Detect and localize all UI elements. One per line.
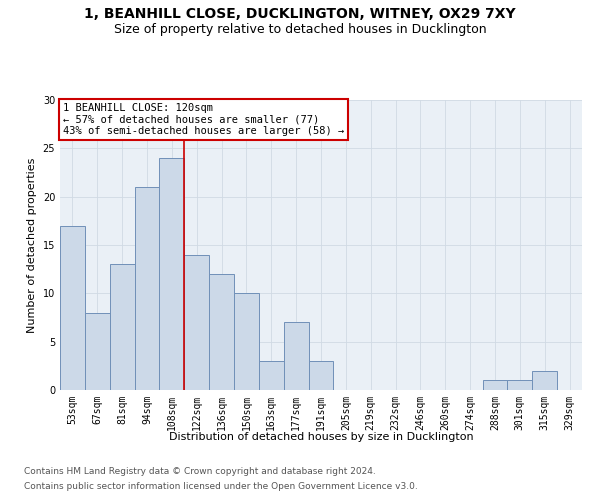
- Bar: [532, 370, 557, 390]
- Bar: [234, 294, 259, 390]
- Bar: [209, 274, 234, 390]
- Text: Contains HM Land Registry data © Crown copyright and database right 2024.: Contains HM Land Registry data © Crown c…: [24, 467, 376, 476]
- Bar: [85, 312, 110, 390]
- Bar: [508, 380, 532, 390]
- Bar: [110, 264, 134, 390]
- Bar: [60, 226, 85, 390]
- Bar: [482, 380, 508, 390]
- Text: Distribution of detached houses by size in Ducklington: Distribution of detached houses by size …: [169, 432, 473, 442]
- Y-axis label: Number of detached properties: Number of detached properties: [27, 158, 37, 332]
- Text: Contains public sector information licensed under the Open Government Licence v3: Contains public sector information licen…: [24, 482, 418, 491]
- Bar: [259, 361, 284, 390]
- Bar: [160, 158, 184, 390]
- Bar: [284, 322, 308, 390]
- Text: Size of property relative to detached houses in Ducklington: Size of property relative to detached ho…: [113, 22, 487, 36]
- Text: 1 BEANHILL CLOSE: 120sqm
← 57% of detached houses are smaller (77)
43% of semi-d: 1 BEANHILL CLOSE: 120sqm ← 57% of detach…: [62, 103, 344, 136]
- Bar: [134, 187, 160, 390]
- Text: 1, BEANHILL CLOSE, DUCKLINGTON, WITNEY, OX29 7XY: 1, BEANHILL CLOSE, DUCKLINGTON, WITNEY, …: [84, 8, 516, 22]
- Bar: [184, 254, 209, 390]
- Bar: [308, 361, 334, 390]
